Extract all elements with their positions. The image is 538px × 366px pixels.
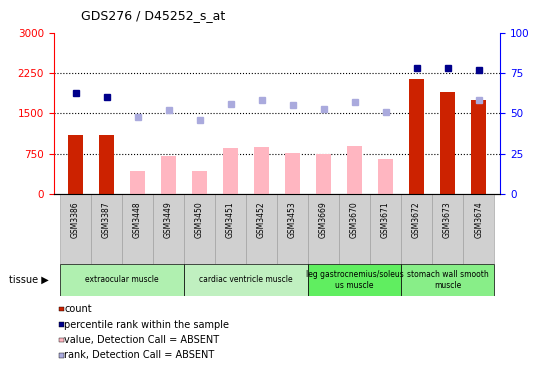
Bar [59, 338, 63, 342]
Text: GSM3450: GSM3450 [195, 201, 204, 238]
Bar [184, 264, 308, 296]
Text: GSM3386: GSM3386 [71, 201, 80, 238]
Bar [153, 194, 184, 264]
Bar [316, 154, 331, 194]
Bar [122, 194, 153, 264]
Bar [254, 147, 270, 194]
Bar [401, 194, 432, 264]
Text: tissue ▶: tissue ▶ [9, 275, 48, 285]
Text: GSM3672: GSM3672 [412, 201, 421, 238]
Bar [246, 194, 277, 264]
Text: GSM3674: GSM3674 [474, 201, 483, 238]
Text: GSM3448: GSM3448 [133, 201, 142, 238]
Bar [91, 194, 122, 264]
Bar [409, 79, 424, 194]
Bar [60, 194, 91, 264]
Bar [99, 135, 114, 194]
Bar [59, 307, 63, 311]
Text: GSM3451: GSM3451 [226, 201, 235, 238]
Text: GSM3452: GSM3452 [257, 201, 266, 238]
Text: GSM3669: GSM3669 [319, 201, 328, 238]
Bar [308, 264, 401, 296]
Bar [130, 171, 145, 194]
Text: rank, Detection Call = ABSENT: rank, Detection Call = ABSENT [65, 350, 215, 361]
Bar [285, 153, 300, 194]
Text: percentile rank within the sample: percentile rank within the sample [65, 320, 229, 330]
Bar [463, 194, 494, 264]
Bar [401, 264, 494, 296]
Text: value, Detection Call = ABSENT: value, Detection Call = ABSENT [65, 335, 220, 345]
Bar [471, 100, 486, 194]
Text: extraocular muscle: extraocular muscle [85, 276, 159, 284]
Bar [440, 92, 455, 194]
Text: GDS276 / D45252_s_at: GDS276 / D45252_s_at [81, 9, 225, 22]
Text: count: count [65, 304, 92, 314]
Bar [68, 135, 83, 194]
Bar [308, 194, 339, 264]
Text: GSM3671: GSM3671 [381, 201, 390, 238]
Bar [59, 353, 63, 358]
Bar [184, 194, 215, 264]
Bar [223, 148, 238, 194]
Text: GSM3387: GSM3387 [102, 201, 111, 238]
Text: GSM3673: GSM3673 [443, 201, 452, 238]
Bar [370, 194, 401, 264]
Text: GSM3449: GSM3449 [164, 201, 173, 238]
Bar [347, 146, 363, 194]
Bar [192, 171, 207, 194]
Text: cardiac ventricle muscle: cardiac ventricle muscle [199, 276, 293, 284]
Bar [60, 264, 184, 296]
Bar [339, 194, 370, 264]
Text: GSM3453: GSM3453 [288, 201, 297, 238]
Text: leg gastrocnemius/soleus
us muscle: leg gastrocnemius/soleus us muscle [306, 270, 404, 290]
Text: GSM3670: GSM3670 [350, 201, 359, 238]
Text: stomach wall smooth
muscle: stomach wall smooth muscle [407, 270, 489, 290]
Bar [215, 194, 246, 264]
Bar [432, 194, 463, 264]
Bar [277, 194, 308, 264]
Bar [59, 322, 63, 327]
Bar [161, 156, 176, 194]
Bar [378, 158, 393, 194]
